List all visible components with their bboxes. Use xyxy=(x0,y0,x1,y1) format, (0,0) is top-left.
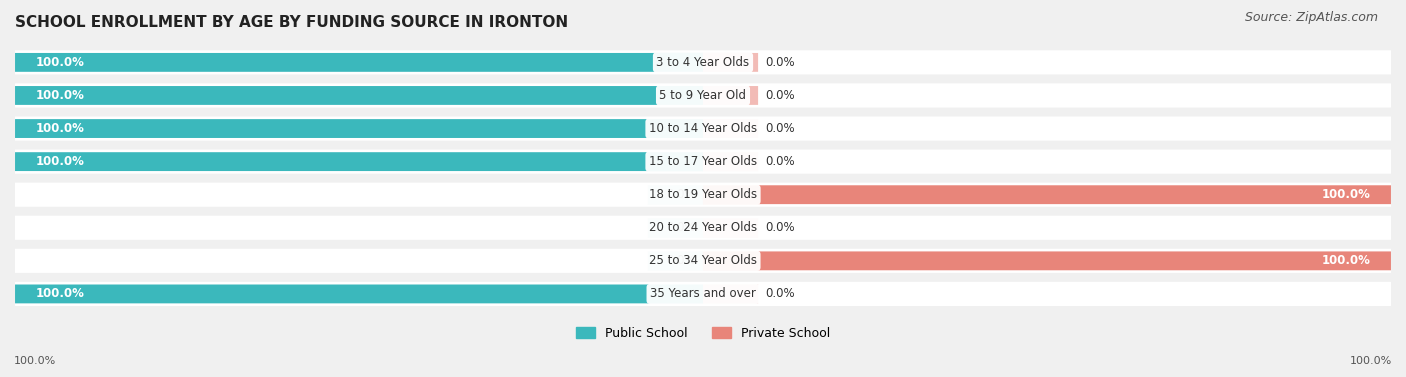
Text: 100.0%: 100.0% xyxy=(14,356,56,366)
Text: 100.0%: 100.0% xyxy=(35,122,84,135)
FancyBboxPatch shape xyxy=(703,53,758,72)
Text: 15 to 17 Year Olds: 15 to 17 Year Olds xyxy=(650,155,756,168)
Text: 100.0%: 100.0% xyxy=(1350,356,1392,366)
FancyBboxPatch shape xyxy=(15,50,1391,75)
Text: 100.0%: 100.0% xyxy=(35,56,84,69)
Text: 5 to 9 Year Old: 5 to 9 Year Old xyxy=(659,89,747,102)
Text: 18 to 19 Year Olds: 18 to 19 Year Olds xyxy=(650,188,756,201)
FancyBboxPatch shape xyxy=(703,119,758,138)
FancyBboxPatch shape xyxy=(703,86,758,105)
Text: 0.0%: 0.0% xyxy=(765,221,794,234)
FancyBboxPatch shape xyxy=(703,251,1391,270)
Text: 100.0%: 100.0% xyxy=(35,155,84,168)
FancyBboxPatch shape xyxy=(703,218,758,237)
FancyBboxPatch shape xyxy=(15,119,703,138)
Text: 10 to 14 Year Olds: 10 to 14 Year Olds xyxy=(650,122,756,135)
Text: 0.0%: 0.0% xyxy=(666,188,696,201)
FancyBboxPatch shape xyxy=(648,218,703,237)
FancyBboxPatch shape xyxy=(15,249,1391,273)
FancyBboxPatch shape xyxy=(15,216,1391,240)
Text: 0.0%: 0.0% xyxy=(765,89,794,102)
FancyBboxPatch shape xyxy=(15,86,703,105)
FancyBboxPatch shape xyxy=(648,251,703,270)
Text: 100.0%: 100.0% xyxy=(35,287,84,300)
FancyBboxPatch shape xyxy=(15,116,1391,141)
FancyBboxPatch shape xyxy=(15,282,1391,306)
FancyBboxPatch shape xyxy=(703,285,758,303)
Text: 100.0%: 100.0% xyxy=(1322,188,1371,201)
Text: 25 to 34 Year Olds: 25 to 34 Year Olds xyxy=(650,254,756,267)
Text: 0.0%: 0.0% xyxy=(765,155,794,168)
Text: 0.0%: 0.0% xyxy=(666,254,696,267)
FancyBboxPatch shape xyxy=(15,53,703,72)
FancyBboxPatch shape xyxy=(648,185,703,204)
FancyBboxPatch shape xyxy=(703,185,1391,204)
Text: SCHOOL ENROLLMENT BY AGE BY FUNDING SOURCE IN IRONTON: SCHOOL ENROLLMENT BY AGE BY FUNDING SOUR… xyxy=(15,15,568,30)
Text: 100.0%: 100.0% xyxy=(1322,254,1371,267)
Text: 100.0%: 100.0% xyxy=(35,89,84,102)
FancyBboxPatch shape xyxy=(15,150,1391,174)
Text: 0.0%: 0.0% xyxy=(765,56,794,69)
Text: 20 to 24 Year Olds: 20 to 24 Year Olds xyxy=(650,221,756,234)
Legend: Public School, Private School: Public School, Private School xyxy=(571,322,835,345)
Text: 0.0%: 0.0% xyxy=(666,221,696,234)
FancyBboxPatch shape xyxy=(15,83,1391,107)
Text: Source: ZipAtlas.com: Source: ZipAtlas.com xyxy=(1244,11,1378,24)
Text: 0.0%: 0.0% xyxy=(765,122,794,135)
FancyBboxPatch shape xyxy=(15,285,703,303)
FancyBboxPatch shape xyxy=(15,182,1391,207)
Text: 35 Years and over: 35 Years and over xyxy=(650,287,756,300)
FancyBboxPatch shape xyxy=(703,152,758,171)
FancyBboxPatch shape xyxy=(15,152,703,171)
Text: 3 to 4 Year Olds: 3 to 4 Year Olds xyxy=(657,56,749,69)
Text: 0.0%: 0.0% xyxy=(765,287,794,300)
